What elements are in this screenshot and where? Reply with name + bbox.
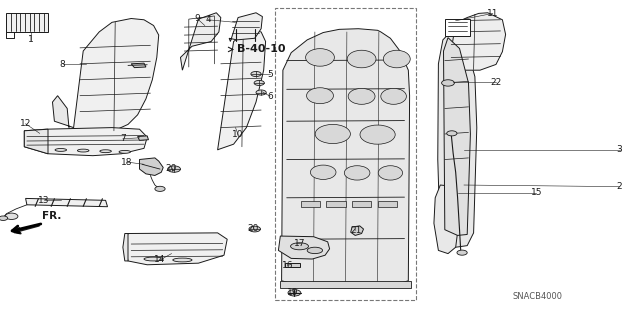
Ellipse shape (315, 124, 351, 144)
Polygon shape (6, 13, 48, 32)
Text: B-40-10: B-40-10 (237, 44, 285, 55)
Polygon shape (24, 129, 48, 154)
Text: 14: 14 (154, 256, 166, 264)
Text: 22: 22 (490, 78, 502, 87)
Ellipse shape (77, 149, 89, 152)
Circle shape (5, 213, 18, 219)
Polygon shape (285, 263, 300, 267)
Polygon shape (280, 281, 411, 288)
Text: 16: 16 (282, 261, 294, 270)
Text: 1: 1 (28, 35, 33, 44)
Polygon shape (444, 38, 470, 235)
Text: 6: 6 (268, 92, 273, 101)
Text: 10: 10 (232, 130, 244, 139)
Ellipse shape (378, 166, 403, 180)
Polygon shape (275, 8, 416, 300)
Circle shape (254, 80, 264, 85)
Text: 20: 20 (166, 164, 177, 173)
Text: 12: 12 (20, 119, 31, 128)
Polygon shape (180, 13, 221, 70)
Circle shape (168, 166, 180, 172)
Text: 9: 9 (195, 14, 200, 23)
Ellipse shape (381, 88, 406, 104)
Text: 2: 2 (617, 182, 622, 191)
Ellipse shape (306, 49, 334, 66)
Polygon shape (351, 226, 364, 235)
Ellipse shape (173, 258, 192, 262)
Ellipse shape (55, 149, 67, 151)
Polygon shape (26, 198, 108, 207)
Polygon shape (123, 234, 128, 261)
Polygon shape (448, 13, 506, 70)
FancyBboxPatch shape (326, 201, 346, 207)
Ellipse shape (348, 88, 375, 104)
Ellipse shape (307, 88, 333, 104)
Text: 8: 8 (60, 60, 65, 69)
Text: 18: 18 (121, 158, 132, 167)
Text: 19: 19 (287, 288, 299, 297)
Ellipse shape (383, 50, 410, 68)
Ellipse shape (307, 247, 323, 254)
Ellipse shape (310, 165, 336, 179)
Ellipse shape (100, 150, 111, 152)
Ellipse shape (119, 151, 131, 153)
Text: 20: 20 (247, 224, 259, 233)
Polygon shape (218, 30, 266, 150)
Polygon shape (438, 31, 477, 247)
Circle shape (447, 131, 457, 136)
Polygon shape (138, 136, 148, 140)
Polygon shape (69, 19, 159, 135)
Text: SNACB4000: SNACB4000 (513, 292, 563, 300)
Text: 5: 5 (268, 70, 273, 78)
Polygon shape (434, 185, 460, 254)
Text: 7: 7 (120, 134, 125, 143)
Ellipse shape (344, 166, 370, 180)
Polygon shape (278, 236, 330, 259)
Polygon shape (140, 158, 163, 175)
FancyBboxPatch shape (352, 201, 371, 207)
Circle shape (288, 290, 301, 296)
Circle shape (251, 71, 261, 77)
Ellipse shape (291, 243, 308, 250)
Text: 15: 15 (531, 189, 542, 197)
Text: 11: 11 (487, 9, 499, 18)
Text: 17: 17 (294, 239, 305, 248)
Ellipse shape (144, 257, 163, 261)
Polygon shape (282, 29, 410, 288)
Circle shape (249, 226, 260, 232)
Text: 3: 3 (617, 145, 622, 154)
Polygon shape (131, 63, 146, 68)
Text: 21: 21 (350, 226, 362, 235)
Text: 13: 13 (38, 196, 49, 205)
Ellipse shape (347, 50, 376, 68)
Circle shape (256, 90, 266, 95)
FancyBboxPatch shape (378, 201, 397, 207)
Polygon shape (445, 19, 470, 36)
Circle shape (0, 216, 8, 220)
Text: FR.: FR. (42, 211, 61, 221)
Polygon shape (229, 13, 262, 41)
Ellipse shape (360, 125, 396, 144)
FancyBboxPatch shape (301, 201, 320, 207)
Text: 4: 4 (205, 15, 211, 24)
Polygon shape (125, 233, 227, 265)
Circle shape (155, 186, 165, 191)
Circle shape (457, 250, 467, 255)
Polygon shape (52, 96, 74, 133)
Circle shape (442, 80, 454, 86)
Polygon shape (24, 128, 147, 156)
